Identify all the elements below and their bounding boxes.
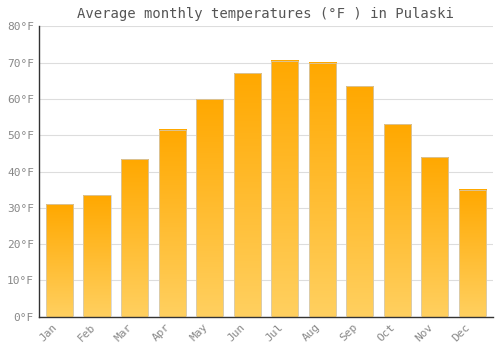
Bar — [121, 159, 148, 317]
Bar — [459, 190, 486, 317]
Bar — [158, 130, 186, 317]
Title: Average monthly temperatures (°F ) in Pulaski: Average monthly temperatures (°F ) in Pu… — [78, 7, 454, 21]
Bar — [422, 157, 448, 317]
Bar — [196, 99, 223, 317]
Bar — [308, 63, 336, 317]
Bar — [346, 86, 374, 317]
Bar — [234, 74, 260, 317]
Bar — [46, 204, 73, 317]
Bar — [271, 61, 298, 317]
Bar — [384, 124, 411, 317]
Bar — [84, 195, 110, 317]
